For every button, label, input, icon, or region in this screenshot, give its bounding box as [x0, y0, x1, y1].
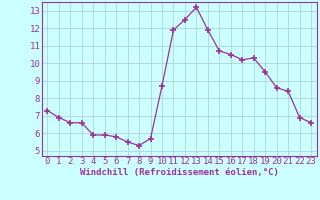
X-axis label: Windchill (Refroidissement éolien,°C): Windchill (Refroidissement éolien,°C) [80, 168, 279, 177]
